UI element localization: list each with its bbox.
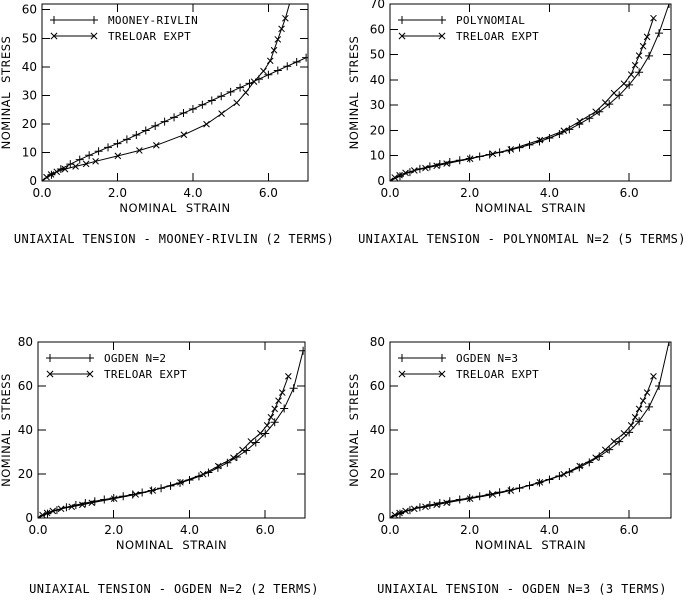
- axis-ticks: [37, 341, 305, 519]
- y-tick-label: 10: [22, 145, 37, 159]
- x-tick-label: 0.0: [28, 523, 47, 537]
- x-axis-title: NOMINAL STRAIN: [116, 538, 227, 552]
- series-treloar-expt: [38, 373, 292, 518]
- y-axis-title: NOMINAL STRESS: [348, 36, 361, 150]
- legend-label: OGDEN N=2: [104, 352, 166, 365]
- x-tick-label: 4.0: [540, 186, 559, 200]
- chart-mooney-rivlin-plot: 0.0 2.0 4.0 6.0 0 10 20 30 40 50 60 NOMINAL STRAIN N…: [0, 3, 309, 215]
- legend-label: MOONEY-RIVLIN: [108, 14, 198, 27]
- y-tick-label: 30: [22, 88, 37, 102]
- chart-ogden-n3-plot: 0.0 2.0 4.0 6.0 0 20 40 60 80 NOMINAL STRAIN NOMIN…: [348, 335, 672, 552]
- y-tick-label: 0: [377, 511, 385, 525]
- y-tick-label: 50: [22, 31, 37, 45]
- y-tick-label: 40: [18, 423, 33, 437]
- chart-polynomial: 0.0 2.0 4.0 6.0 0 10 20 30 40 50 60 70 NOMINAL STRAI…: [348, 0, 696, 300]
- chart-ogden-n3: 0.0 2.0 4.0 6.0 0 20 40 60 80 NOMINAL STRAIN NOMIN…: [348, 330, 696, 602]
- chart-caption: UNIAXIAL TENSION - MOONEY-RIVLIN (2 TERM…: [13, 232, 335, 246]
- chart-caption: UNIAXIAL TENSION - OGDEN N=2 (2 TERMS): [29, 582, 319, 596]
- y-tick-label: 10: [370, 149, 385, 163]
- series-treloar-expt: [42, 4, 290, 181]
- x-axis-title: NOMINAL STRAIN: [475, 201, 586, 215]
- chart-polynomial-plot: 0.0 2.0 4.0 6.0 0 10 20 30 40 50 60 70 NOMINAL STRAI…: [348, 0, 672, 215]
- legend-label: TRELOAR EXPT: [108, 30, 191, 43]
- legend: OGDEN N=3 TRELOAR EXPT: [398, 352, 539, 381]
- legend: POLYNOMIAL TRELOAR EXPT: [398, 14, 539, 43]
- series-ogden-n-2: [38, 346, 305, 518]
- legend-label: TRELOAR EXPT: [104, 368, 187, 381]
- series-treloar-expt: [390, 14, 657, 181]
- x-tick-label: 2.0: [104, 523, 123, 537]
- y-tick-label: 30: [370, 98, 385, 112]
- legend-label: TRELOAR EXPT: [456, 368, 539, 381]
- x-tick-label: 2.0: [460, 523, 479, 537]
- y-tick-label: 60: [370, 22, 385, 36]
- x-tick-label: 6.0: [620, 523, 639, 537]
- y-tick-label: 70: [370, 0, 385, 11]
- axis-ticks: [41, 4, 308, 182]
- y-tick-label: 0: [25, 511, 33, 525]
- x-tick-label: 6.0: [259, 186, 278, 200]
- chart-ogden-n2-plot: 0.0 2.0 4.0 6.0 0 20 40 60 80 NOMINAL STRAIN NOMIN…: [0, 335, 306, 552]
- legend-label: POLYNOMIAL: [456, 14, 525, 27]
- series-treloar-expt: [390, 373, 657, 518]
- x-tick-label: 6.0: [620, 186, 639, 200]
- y-tick-label: 20: [22, 117, 37, 131]
- chart-mooney-rivlin: 0.0 2.0 4.0 6.0 0 10 20 30 40 50 60 NOMINAL STRAIN N…: [0, 0, 348, 300]
- chart-caption: UNIAXIAL TENSION - OGDEN N=3 (3 TERMS): [377, 582, 667, 596]
- y-tick-label: 60: [22, 3, 37, 17]
- y-tick-label: 20: [18, 467, 33, 481]
- y-tick-label: 40: [370, 73, 385, 87]
- y-tick-label: 60: [370, 379, 385, 393]
- y-axis-title: NOMINAL STRESS: [0, 373, 13, 487]
- x-tick-label: 4.0: [540, 523, 559, 537]
- legend: MOONEY-RIVLIN TRELOAR EXPT: [50, 14, 198, 43]
- x-axis-title: NOMINAL STRAIN: [119, 201, 230, 215]
- x-tick-label: 2.0: [108, 186, 127, 200]
- legend-label: TRELOAR EXPT: [456, 30, 539, 43]
- y-tick-label: 80: [18, 335, 33, 349]
- y-tick-label: 0: [377, 174, 385, 188]
- y-tick-label: 40: [22, 60, 37, 74]
- x-tick-label: 4.0: [180, 523, 199, 537]
- series-mooney-rivlin: [42, 53, 308, 181]
- chart-caption: UNIAXIAL TENSION - POLYNOMIAL N=2 (5 TER…: [358, 232, 686, 246]
- x-tick-label: 6.0: [256, 523, 275, 537]
- y-tick-label: 80: [370, 335, 385, 349]
- y-axis-title: NOMINAL STRESS: [0, 36, 13, 150]
- x-tick-label: 0.0: [380, 523, 399, 537]
- x-tick-label: 0.0: [380, 186, 399, 200]
- series-polynomial: [390, 4, 671, 181]
- chart-ogden-n2: 0.0 2.0 4.0 6.0 0 20 40 60 80 NOMINAL STRAIN NOMIN…: [0, 330, 348, 602]
- y-tick-label: 50: [370, 48, 385, 62]
- legend: OGDEN N=2 TRELOAR EXPT: [46, 352, 187, 381]
- y-tick-label: 0: [29, 174, 37, 188]
- y-tick-label: 20: [370, 467, 385, 481]
- y-tick-label: 40: [370, 423, 385, 437]
- y-tick-label: 20: [370, 123, 385, 137]
- x-tick-label: 0.0: [32, 186, 51, 200]
- y-axis-title: NOMINAL STRESS: [348, 373, 361, 487]
- legend-label: OGDEN N=3: [456, 352, 518, 365]
- y-tick-label: 60: [18, 379, 33, 393]
- x-tick-label: 2.0: [460, 186, 479, 200]
- axis-ticks: [389, 341, 671, 519]
- plot-border: [41, 3, 309, 182]
- series-ogden-n-3: [390, 342, 671, 518]
- x-tick-label: 4.0: [183, 186, 202, 200]
- x-axis-title: NOMINAL STRAIN: [475, 538, 586, 552]
- plot-border: [389, 3, 672, 182]
